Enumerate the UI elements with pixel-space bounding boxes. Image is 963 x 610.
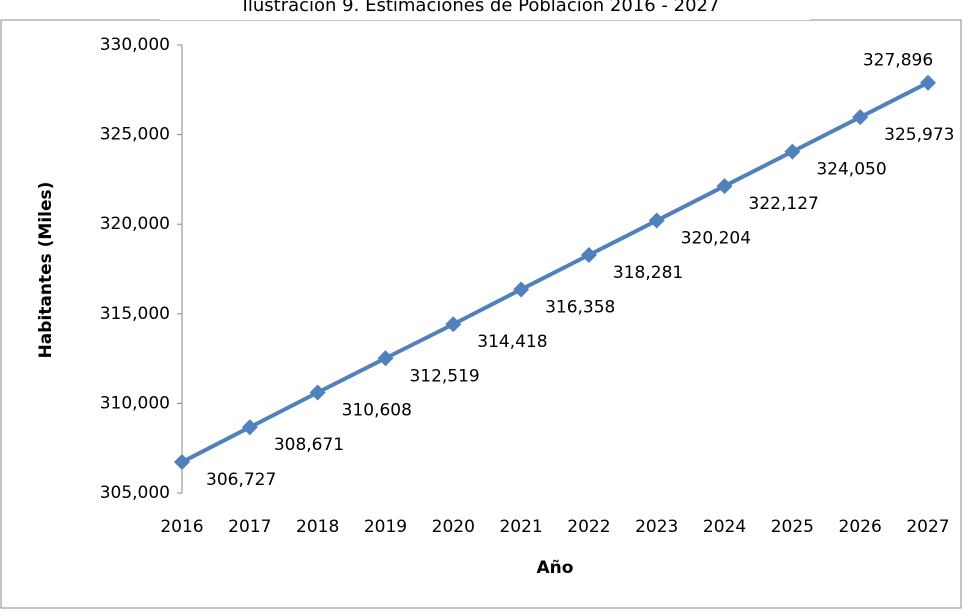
x-tick-label: 2025: [771, 517, 814, 537]
marker: [241, 419, 258, 436]
title-bg: [160, 0, 810, 20]
y-axis-title: Habitantes (Miles): [36, 182, 56, 359]
y-tick-label: 305,000: [100, 483, 170, 503]
marker: [648, 212, 665, 229]
chart-title: Ilustración 9. Estimaciones de Población…: [243, 0, 720, 16]
x-tick-label: 2022: [567, 517, 610, 537]
data-label: 314,418: [477, 332, 547, 352]
marker: [445, 316, 462, 333]
x-tick-label: 2019: [364, 517, 407, 537]
line: [181, 80, 929, 464]
marker: [377, 350, 394, 367]
marker: [309, 384, 326, 401]
data-label: 308,671: [274, 435, 344, 455]
marker: [852, 109, 869, 126]
x-tick-label: 2017: [228, 517, 271, 537]
data-label: 316,358: [545, 297, 615, 317]
x-tick-label: 2026: [839, 517, 882, 537]
y-tick-label: 310,000: [100, 393, 170, 413]
x-axis-title: Año: [537, 558, 574, 578]
data-label: 312,519: [409, 366, 479, 386]
marker: [580, 247, 597, 264]
x-tick-label: 2016: [160, 517, 203, 537]
y-tick-label: 320,000: [100, 214, 170, 234]
data-label: 306,727: [206, 470, 276, 490]
x-tick-label: 2020: [432, 517, 475, 537]
data-label: 327,896: [863, 51, 933, 71]
y-tick-label: 315,000: [100, 304, 170, 324]
x-tick-label: 2023: [635, 517, 678, 537]
y-tick-label: 325,000: [100, 125, 170, 145]
data-label: 310,608: [342, 401, 412, 421]
marker: [174, 454, 190, 471]
x-tick-label: 2024: [703, 517, 746, 537]
data-label: 318,281: [613, 263, 683, 283]
marker: [513, 281, 530, 298]
data-label: 322,127: [749, 194, 819, 214]
marker: [784, 143, 801, 160]
x-tick-label: 2018: [296, 517, 339, 537]
data-label: 325,973: [884, 125, 954, 145]
marker: [920, 74, 936, 91]
x-tick-label: 2021: [499, 517, 542, 537]
data-label: 324,050: [816, 160, 886, 180]
y-tick-label: 330,000: [100, 35, 170, 55]
x-tick-label: 2027: [906, 517, 949, 537]
marker: [716, 178, 733, 195]
data-label: 320,204: [681, 229, 751, 249]
